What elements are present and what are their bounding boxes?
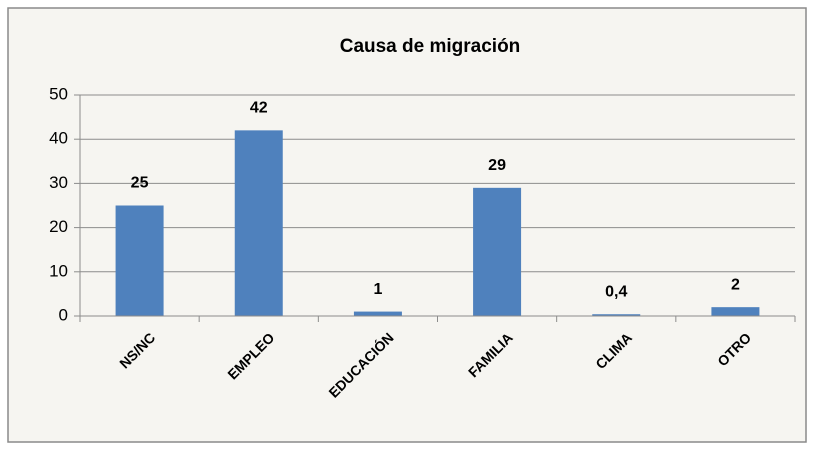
value-label: 42: [250, 100, 268, 117]
bar: [115, 205, 164, 316]
value-label: 25: [131, 175, 149, 192]
value-label: 2: [731, 276, 740, 293]
bar: [592, 314, 641, 316]
y-tick-label: 20: [49, 217, 68, 236]
bar: [711, 307, 760, 316]
chart-title: Causa de migración: [340, 36, 521, 57]
bar: [353, 311, 402, 316]
value-label: 0,4: [605, 283, 627, 300]
bar: [234, 130, 283, 316]
y-tick-label: 0: [59, 305, 68, 324]
bar: [473, 187, 522, 316]
value-label: 1: [373, 281, 382, 298]
value-label: 29: [488, 157, 506, 174]
y-tick-label: 30: [49, 173, 68, 192]
y-tick-label: 40: [49, 129, 68, 148]
y-tick-label: 50: [49, 84, 68, 103]
y-tick-label: 10: [49, 261, 68, 280]
